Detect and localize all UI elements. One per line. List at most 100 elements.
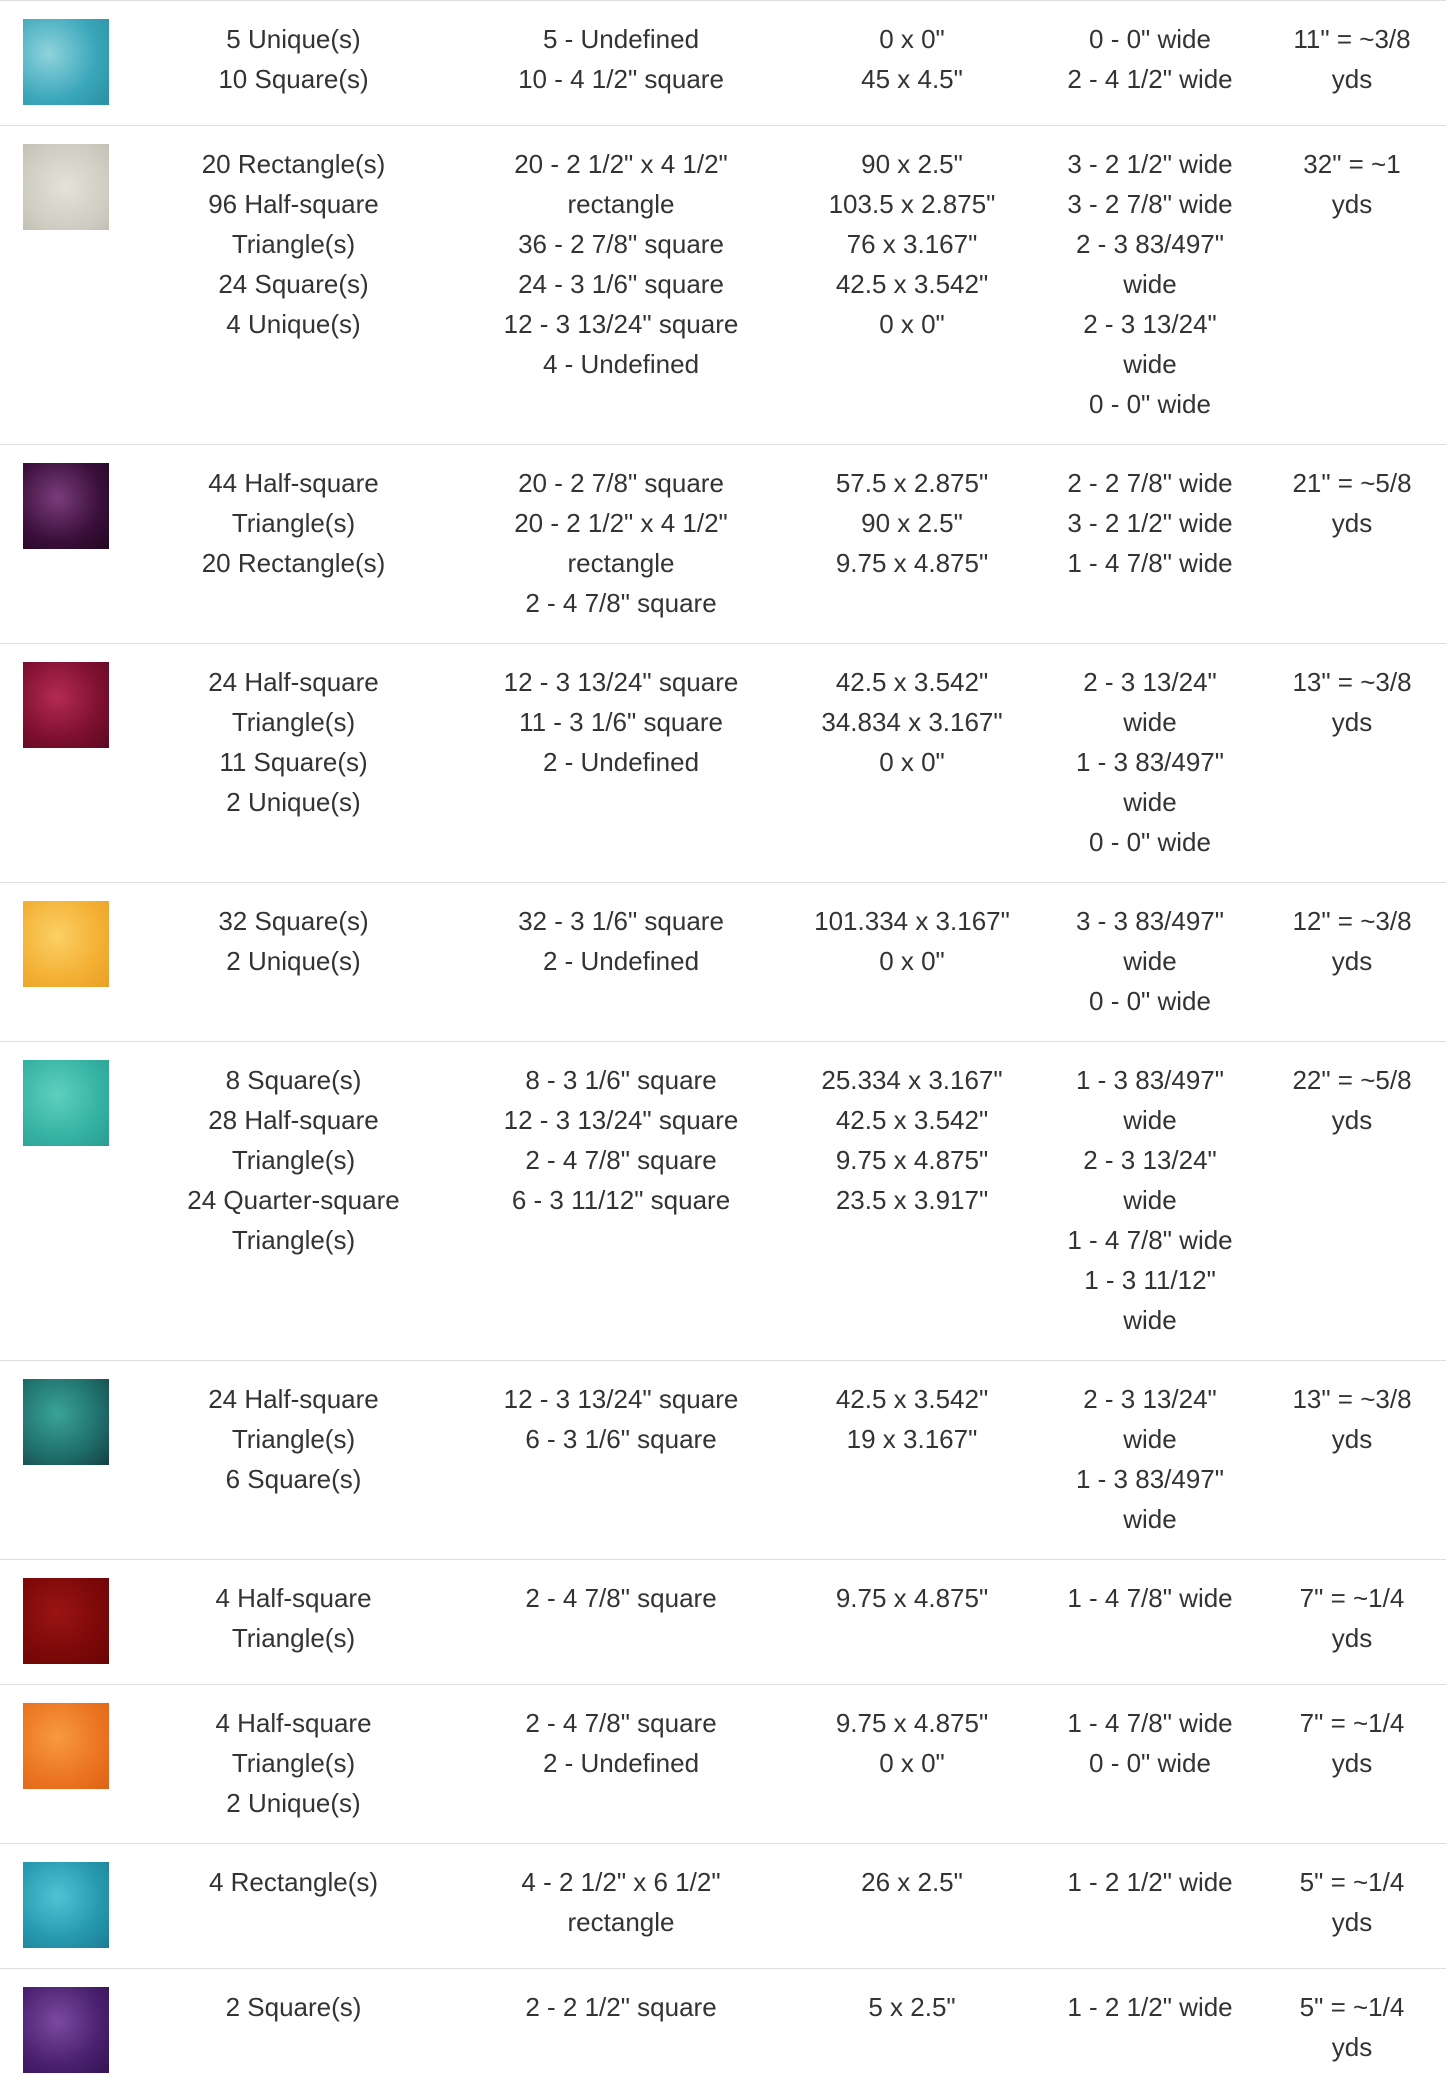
cut-item: 12 - 3 13/24" square — [491, 304, 751, 344]
cuts-cell: 2 - 4 7/8" square — [432, 1560, 810, 1685]
shape-item: 28 Half-square Triangle(s) — [178, 1100, 409, 1180]
yardage-cell: 21" = ~5/8 yds — [1286, 445, 1446, 644]
shapes-cell: 8 Square(s)28 Half-square Triangle(s)24 … — [155, 1042, 432, 1361]
strips-cell: 9.75 x 4.875" — [810, 1560, 1014, 1685]
yardage-cell: 13" = ~3/8 yds — [1286, 644, 1446, 883]
yardage: 5" = ~1/4 yds — [1287, 1987, 1417, 2067]
strips-cell: 42.5 x 3.542"34.834 x 3.167"0 x 0" — [810, 644, 1014, 883]
swatch-cell — [0, 1560, 155, 1685]
shape-item: 2 Unique(s) — [178, 1783, 409, 1823]
width-item: 2 - 2 7/8" wide — [1060, 463, 1240, 503]
swatch-cell — [0, 1042, 155, 1361]
strip-item: 42.5 x 3.542" — [810, 1100, 1014, 1140]
fabric-row: 8 Square(s)28 Half-square Triangle(s)24 … — [0, 1042, 1446, 1361]
strip-item: 90 x 2.5" — [810, 144, 1014, 184]
width-item: 1 - 3 83/497" wide — [1060, 1459, 1240, 1539]
shape-item: 20 Rectangle(s) — [178, 144, 409, 184]
strips-cell: 25.334 x 3.167"42.5 x 3.542"9.75 x 4.875… — [810, 1042, 1014, 1361]
strip-item: 9.75 x 4.875" — [810, 1703, 1014, 1743]
width-item: 0 - 0" wide — [1060, 19, 1240, 59]
shapes-cell: 24 Half-square Triangle(s)11 Square(s)2 … — [155, 644, 432, 883]
swatch-cell — [0, 1, 155, 126]
width-item: 3 - 3 83/497" wide — [1060, 901, 1240, 981]
cut-item: 12 - 3 13/24" square — [491, 1379, 751, 1419]
page: {"table": {"rows": [ {"shapes": ["5 Uniq… — [0, 0, 1448, 2030]
strip-item: 0 x 0" — [810, 742, 1014, 782]
fabric-swatch — [23, 19, 109, 105]
fabric-swatch — [23, 1862, 109, 1948]
fabric-swatch — [23, 1987, 109, 2073]
fabric-row: 32 Square(s)2 Unique(s)32 - 3 1/6" squar… — [0, 883, 1446, 1042]
cut-item: 2 - 2 1/2" square — [491, 1987, 751, 2027]
fabric-row: 4 Rectangle(s)4 - 2 1/2" x 6 1/2" rectan… — [0, 1844, 1446, 1969]
cut-item: 6 - 3 1/6" square — [491, 1419, 751, 1459]
width-item: 0 - 0" wide — [1060, 822, 1240, 862]
swatch-cell — [0, 1685, 155, 1844]
strip-item: 0 x 0" — [810, 19, 1014, 59]
width-item: 1 - 3 83/497" wide — [1060, 742, 1240, 822]
yardage: 11" = ~3/8 yds — [1287, 19, 1417, 99]
yardage-cell: 11" = ~3/8 yds — [1286, 1, 1446, 126]
width-item: 1 - 3 83/497" wide — [1060, 1060, 1240, 1140]
strip-item: 76 x 3.167" — [810, 224, 1014, 264]
cut-item: 4 - 2 1/2" x 6 1/2" rectangle — [491, 1862, 751, 1942]
shapes-cell: 44 Half-square Triangle(s)20 Rectangle(s… — [155, 445, 432, 644]
shapes-cell: 24 Half-square Triangle(s)6 Square(s) — [155, 1361, 432, 1560]
fabric-row: 4 Half-square Triangle(s)2 - 4 7/8" squa… — [0, 1560, 1446, 1685]
yardage: 21" = ~5/8 yds — [1287, 463, 1417, 543]
fabric-swatch — [23, 1379, 109, 1465]
strips-cell: 90 x 2.5"103.5 x 2.875"76 x 3.167"42.5 x… — [810, 126, 1014, 445]
shape-item: 24 Square(s) — [178, 264, 409, 304]
shape-item: 6 Square(s) — [178, 1459, 409, 1499]
width-item: 3 - 2 1/2" wide — [1060, 503, 1240, 543]
cut-item: 4 - Undefined — [491, 344, 751, 384]
fabric-row: 4 Half-square Triangle(s)2 Unique(s)2 - … — [0, 1685, 1446, 1844]
yardage: 7" = ~1/4 yds — [1287, 1578, 1417, 1658]
swatch-cell — [0, 126, 155, 445]
widths-cell: 1 - 4 7/8" wide — [1014, 1560, 1286, 1685]
yardage-cell: 22" = ~5/8 yds — [1286, 1042, 1446, 1361]
fabric-row: 20 Rectangle(s)96 Half-square Triangle(s… — [0, 126, 1446, 445]
shape-item: 24 Half-square Triangle(s) — [178, 662, 409, 742]
shapes-cell: 5 Unique(s)10 Square(s) — [155, 1, 432, 126]
width-item: 2 - 4 1/2" wide — [1060, 59, 1240, 99]
width-item: 2 - 3 13/24" wide — [1060, 1379, 1240, 1459]
strip-item: 103.5 x 2.875" — [810, 184, 1014, 224]
width-item: 1 - 4 7/8" wide — [1060, 1220, 1240, 1260]
shape-item: 24 Quarter-square Triangle(s) — [178, 1180, 409, 1260]
strips-cell: 57.5 x 2.875"90 x 2.5"9.75 x 4.875" — [810, 445, 1014, 644]
width-item: 3 - 2 1/2" wide — [1060, 144, 1240, 184]
strip-item: 42.5 x 3.542" — [810, 662, 1014, 702]
shape-item: 24 Half-square Triangle(s) — [178, 1379, 409, 1459]
strip-item: 101.334 x 3.167" — [810, 901, 1014, 941]
swatch-cell — [0, 1969, 155, 2093]
strip-item: 19 x 3.167" — [810, 1419, 1014, 1459]
shape-item: 5 Unique(s) — [178, 19, 409, 59]
cut-item: 20 - 2 1/2" x 4 1/2" rectangle — [491, 503, 751, 583]
fabric-swatch — [23, 662, 109, 748]
width-item: 2 - 3 83/497" wide — [1060, 224, 1240, 304]
width-item: 3 - 2 7/8" wide — [1060, 184, 1240, 224]
shape-item: 2 Unique(s) — [178, 941, 409, 981]
yardage: 7" = ~1/4 yds — [1287, 1703, 1417, 1783]
cut-item: 12 - 3 13/24" square — [491, 1100, 751, 1140]
shapes-cell: 32 Square(s)2 Unique(s) — [155, 883, 432, 1042]
strip-item: 0 x 0" — [810, 941, 1014, 981]
shape-item: 32 Square(s) — [178, 901, 409, 941]
widths-cell: 1 - 2 1/2" wide — [1014, 1844, 1286, 1969]
swatch-cell — [0, 1844, 155, 1969]
cut-item: 32 - 3 1/6" square — [491, 901, 751, 941]
width-item: 2 - 3 13/24" wide — [1060, 662, 1240, 742]
strip-item: 9.75 x 4.875" — [810, 543, 1014, 583]
yardage: 13" = ~3/8 yds — [1287, 662, 1417, 742]
fabric-swatch — [23, 1703, 109, 1789]
